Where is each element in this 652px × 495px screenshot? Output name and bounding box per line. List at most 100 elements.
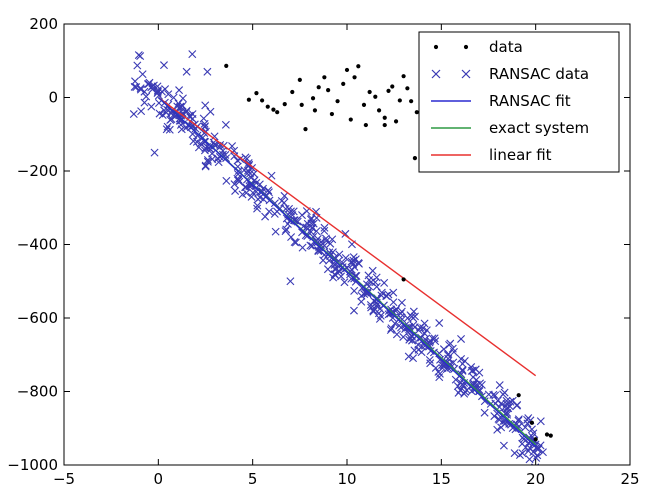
- ransac-data-point: [386, 309, 395, 318]
- ransac-data-point: [199, 114, 208, 123]
- legend: data RANSAC data RANSAC fit exact system lin…: [418, 31, 620, 173]
- data-point: [409, 99, 414, 104]
- data-point: [326, 88, 331, 93]
- ransac-data-point: [265, 207, 274, 216]
- ransac-data-point: [320, 223, 329, 232]
- ransac-data-point: [372, 282, 381, 291]
- y-tick-label: −400: [17, 236, 58, 254]
- ransac-data-point: [306, 241, 315, 250]
- ransac-data-point: [459, 381, 468, 390]
- ransac-data-point: [377, 291, 386, 300]
- data-point: [265, 104, 270, 109]
- data-point: [516, 393, 521, 398]
- ransac-data-point: [347, 257, 356, 266]
- data-point: [356, 64, 361, 69]
- ransac-data-point: [357, 297, 366, 306]
- ransac-data-point: [254, 195, 262, 204]
- data-point: [390, 84, 395, 89]
- ransac-data-point: [222, 176, 231, 185]
- ransac-data-point: [218, 146, 227, 155]
- data-point: [344, 67, 350, 73]
- ransac-data-point: [493, 396, 502, 405]
- ransac-data-point: [538, 448, 547, 457]
- ransac-data-point: [201, 101, 210, 110]
- ransac-data-point: [331, 254, 340, 263]
- ransac-data-point: [253, 204, 262, 213]
- ransac-data-point: [410, 312, 419, 321]
- ransac-data-point: [307, 219, 316, 228]
- axis-ticks: −5 0 5 10 15 20 25 200 0 −200 −400 −600 −800 −1000: [7, 15, 639, 488]
- ransac-data-point: [171, 111, 180, 120]
- ransac-data-point: [436, 355, 445, 364]
- ransac-data-point: [505, 419, 514, 428]
- ransac-data-point: [228, 142, 237, 151]
- ransac-data-point: [431, 363, 440, 372]
- ransac-data-point: [298, 243, 307, 252]
- ransac-fit-line: [157, 96, 537, 448]
- ransac-data-point: [150, 148, 159, 157]
- data-point: [529, 420, 534, 425]
- ransac-data-point: [142, 92, 151, 101]
- ransac-data-point: [397, 298, 406, 307]
- ransac-data-point: [137, 107, 146, 116]
- data-point: [246, 97, 251, 102]
- ransac-data-point: [167, 115, 176, 124]
- ransac-data-point: [323, 265, 332, 274]
- data-point: [363, 122, 368, 128]
- ransac-data-point: [280, 198, 289, 207]
- y-tick-label: 200: [29, 15, 58, 33]
- ransac-data-point: [203, 157, 212, 166]
- ransac-data-point: [405, 335, 414, 344]
- ransac-data-point: [419, 324, 428, 333]
- ransac-data-point: [144, 79, 153, 88]
- ransac-data-point: [457, 354, 466, 363]
- data-point: [260, 98, 265, 103]
- x-tick-label: 25: [620, 470, 639, 488]
- ransac-data-point: [334, 262, 343, 271]
- ransac-data-point: [367, 278, 376, 287]
- x-tick-label: −5: [53, 470, 75, 488]
- ransac-data-point: [201, 161, 210, 170]
- ransac-data-point: [289, 207, 298, 216]
- ransac-data-point: [312, 207, 321, 216]
- y-tick-label: −600: [17, 309, 58, 327]
- x-tick-label: 5: [248, 470, 258, 488]
- ransac-data-point: [445, 340, 454, 349]
- ransac-data-point: [178, 94, 187, 103]
- legend-ransac-marker: [461, 69, 471, 79]
- ransac-data-point: [416, 323, 425, 332]
- legend-label: linear fit: [489, 146, 552, 164]
- ransac-data-point: [409, 354, 418, 363]
- ransac-data-point: [457, 334, 466, 343]
- data-point: [310, 96, 316, 101]
- ransac-data-point: [369, 306, 378, 315]
- ransac-data-point: [469, 373, 478, 382]
- x-tick-label: 10: [337, 470, 356, 488]
- ransac-data-point: [404, 322, 413, 331]
- ransac-data-point: [417, 333, 426, 342]
- data-point: [405, 86, 410, 91]
- ransac-data-point: [248, 188, 257, 197]
- y-tick-label: −1000: [7, 456, 58, 474]
- ransac-data-point: [129, 110, 138, 119]
- ransac-data-point: [317, 241, 326, 249]
- ransac-data-point: [484, 390, 493, 399]
- ransac-data-point: [500, 388, 509, 397]
- data-point: [335, 99, 340, 104]
- ransac-data-point: [267, 171, 276, 180]
- ransac-data-point: [435, 319, 444, 328]
- ransac-data-point: [426, 359, 435, 368]
- ransac-data-point: [140, 98, 149, 107]
- ransac-data-point: [238, 190, 247, 199]
- data-point: [322, 75, 327, 80]
- y-tick-label: 0: [48, 89, 58, 107]
- legend-entry: RANSAC data: [431, 65, 589, 83]
- ransac-data-point: [533, 451, 542, 460]
- ransac-data-point: [358, 283, 367, 292]
- ransac-data-point: [309, 219, 318, 228]
- ransac-data-point: [216, 140, 225, 149]
- ransac-data-point: [525, 455, 534, 464]
- x-tick-label: 15: [432, 470, 451, 488]
- ransac-data-point: [467, 363, 476, 372]
- ransac-data-point: [162, 125, 171, 134]
